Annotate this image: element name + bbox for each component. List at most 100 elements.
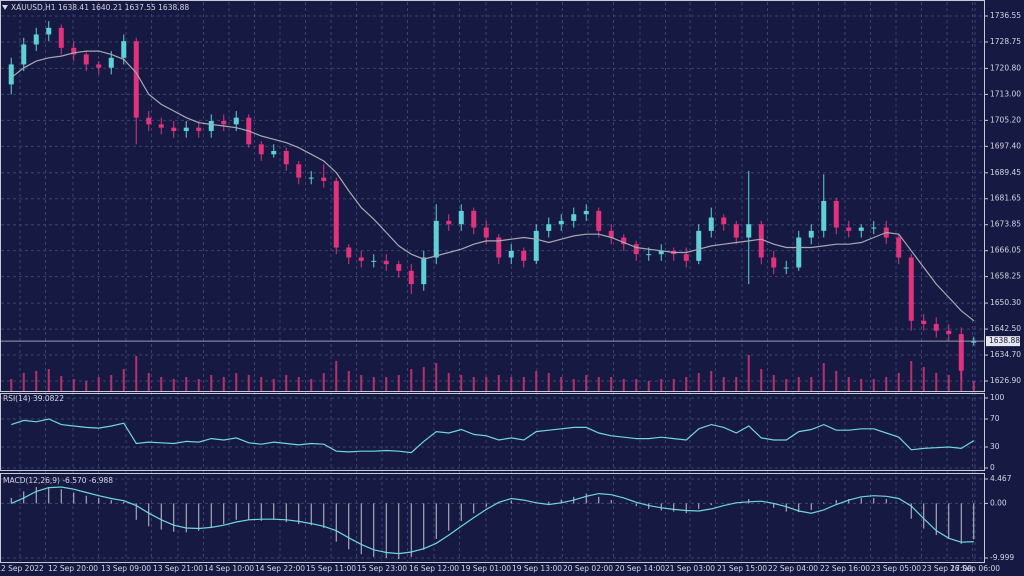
macd-bar	[923, 503, 925, 529]
candle-body	[646, 254, 652, 256]
y-tick-label: 30	[990, 442, 1000, 451]
macd-bar	[185, 503, 187, 533]
candle-body	[971, 341, 977, 343]
volume-bar	[535, 371, 538, 391]
candle-body	[33, 34, 39, 45]
candle-body	[533, 230, 539, 261]
time-label: 16 Sep 12:00	[409, 564, 459, 573]
macd-bar	[173, 503, 175, 532]
candle-body	[858, 227, 864, 231]
macd-bar	[610, 500, 612, 504]
macd-bar	[660, 503, 662, 511]
candle-body	[783, 267, 789, 269]
macd-bar	[310, 503, 312, 526]
candle-body	[921, 320, 927, 325]
macd-panel-frame	[0, 473, 985, 563]
macd-bar	[585, 493, 587, 504]
last-price-box	[986, 336, 1020, 347]
macd-bar	[560, 499, 562, 504]
main-panel-frame	[0, 0, 985, 392]
macd-signal-line	[11, 486, 974, 555]
time-label: 15 Sep 23:00	[357, 564, 407, 573]
y-tick-label: 1697.40	[990, 141, 1021, 150]
macd-bar	[773, 503, 775, 508]
candle-body	[508, 250, 514, 258]
macd-bar	[598, 496, 600, 504]
macd-bar	[960, 503, 962, 544]
candle-body	[683, 254, 689, 261]
time-label: 26 Sep 06:00	[950, 564, 1000, 573]
candle-body	[233, 117, 239, 125]
macd-bar	[910, 503, 912, 519]
volume-bar	[247, 375, 250, 391]
candle-body	[121, 41, 127, 58]
macd-bar	[260, 503, 262, 521]
macd-bar	[110, 500, 112, 504]
rsi-panel-frame	[0, 393, 985, 471]
macd-bar	[435, 503, 437, 539]
volume-bar	[660, 379, 663, 391]
candle-body	[633, 244, 639, 255]
y-tick-label: 1650.30	[990, 298, 1021, 307]
macd-bar	[85, 495, 87, 504]
volume-bar	[60, 376, 63, 391]
macd-bar	[848, 499, 850, 504]
macd-bar	[798, 503, 800, 513]
y-tick-label: 1673.85	[990, 220, 1021, 229]
volume-bar	[47, 369, 50, 391]
candle-body	[708, 217, 714, 231]
volume-bar	[885, 377, 888, 391]
candle-body	[571, 214, 577, 221]
volume-bar	[485, 377, 488, 391]
volume-bar	[547, 373, 550, 391]
volume-bar	[947, 375, 950, 391]
volume-bar	[897, 373, 900, 391]
candle-body	[158, 124, 164, 128]
candle-body	[933, 324, 939, 331]
volume-bar	[97, 377, 100, 391]
macd-bar	[335, 503, 337, 542]
candle-body	[396, 264, 402, 271]
candle-body	[321, 177, 327, 181]
candle-body	[483, 227, 489, 238]
y-tick-label: 1681.65	[990, 194, 1021, 203]
symbol-menu-icon[interactable]	[2, 5, 8, 10]
volume-bar	[685, 377, 688, 391]
macd-bar	[48, 487, 50, 504]
macd-bar	[348, 503, 350, 550]
macd-title: MACD(12,26,9) -6.570 -6.988	[3, 476, 113, 485]
volume-bar	[635, 379, 638, 391]
y-tick-label: 1642.50	[990, 324, 1021, 333]
macd-bar	[273, 503, 275, 520]
time-label: 12 Sep 20:00	[48, 564, 98, 573]
volume-bar	[22, 373, 25, 391]
volume-bar	[735, 377, 738, 391]
macd-bar	[98, 497, 100, 504]
time-label: 14 Sep 10:00	[204, 564, 254, 573]
candle-body	[771, 257, 777, 268]
macd-bar	[398, 503, 400, 560]
volume-bar	[860, 379, 863, 391]
y-tick-label: 1736.55	[990, 11, 1021, 20]
volume-bar	[760, 369, 763, 391]
macd-bar	[285, 503, 287, 522]
macd-bar	[685, 503, 687, 514]
volume-bar	[647, 381, 650, 391]
macd-bar	[385, 503, 387, 559]
candle-body	[183, 127, 189, 132]
volume-bar	[747, 355, 750, 391]
volume-bar	[910, 361, 913, 391]
volume-bar	[135, 356, 138, 391]
volume-bar	[435, 363, 438, 391]
candle-body	[221, 121, 227, 125]
volume-bar	[710, 371, 713, 391]
volume-bar	[972, 381, 975, 391]
macd-bar	[10, 497, 12, 504]
volume-bar	[447, 373, 450, 391]
volume-bar	[722, 377, 725, 391]
macd-bar	[673, 503, 675, 512]
candle-body	[408, 270, 414, 285]
candle-body	[871, 227, 877, 229]
macd-bar	[548, 501, 550, 504]
time-label: 19 Sep 13:00	[512, 564, 562, 573]
